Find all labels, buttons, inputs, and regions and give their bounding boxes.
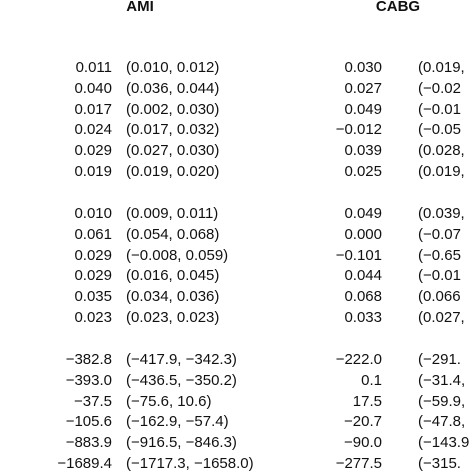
estimate: 0.040 [74,79,112,97]
confidence-interval: (0.002, 0.030) [126,100,220,118]
estimate: 0.010 [74,205,112,222]
confidence-interval: (0.039, [418,205,465,222]
estimate: 0.029 [74,267,112,285]
estimate: 0.029 [74,142,112,160]
confidence-interval: (0.009, 0.011) [126,205,219,222]
estimate: 0.049 [344,205,382,222]
confidence-interval: (0.028, [418,142,465,160]
confidence-interval: (−0.07 [418,225,461,243]
confidence-interval: (0.017, 0.032) [126,121,220,139]
confidence-interval: (0.010, 0.012) [126,59,220,76]
estimate: 0.049 [344,100,382,118]
confidence-interval: (−417.9, −342.3) [126,351,237,368]
confidence-interval: (0.023, 0.023) [126,309,220,326]
estimate: 0.068 [344,288,382,306]
confidence-interval: (−315. [418,455,461,472]
confidence-interval: (−0.01 [418,100,461,118]
confidence-interval: (−291. [418,351,461,368]
confidence-interval: (−31.4, [418,371,466,389]
estimate: 0.035 [74,288,112,306]
estimate: −37.5 [74,392,112,410]
confidence-interval: (0.027, 0.030) [126,142,220,160]
confidence-interval: (−0.008, 0.059) [126,246,229,264]
confidence-interval: (−47.8, [418,413,466,431]
confidence-interval: (−143.9 [418,434,470,452]
estimate: 17.5 [352,392,382,410]
confidence-interval: (−1717.3, −1658.0) [126,455,254,472]
estimate: 0.039 [344,142,382,160]
estimate: 0.024 [74,121,112,139]
confidence-interval: (−916.5, −846.3) [126,434,237,452]
confidence-interval: (0.066 [418,288,461,306]
estimate: 0.1 [361,371,382,389]
confidence-interval: (−75.6, 10.6) [126,392,212,410]
confidence-interval: (−0.65 [418,246,461,264]
estimate: −0.012 [335,121,382,139]
confidence-interval: (0.019, [418,163,465,180]
estimate: −382.8 [65,351,112,368]
confidence-interval: (−0.05 [418,121,461,139]
estimate: 0.025 [344,163,382,180]
estimate: 0.011 [75,59,112,76]
estimate: 0.033 [344,309,382,326]
estimate: −0.101 [335,246,382,264]
confidence-interval: (0.034, 0.036) [126,288,220,306]
estimate: −1689.4 [57,455,112,472]
column-header: CABG [375,0,421,15]
estimate: 0.061 [74,225,112,243]
confidence-interval: (0.027, [418,309,465,326]
estimate: 0.023 [74,309,112,326]
estimate: 0.027 [344,79,382,97]
estimate: −90.0 [344,434,382,452]
confidence-interval: (0.019, 0.020) [126,163,220,180]
estimate: 0.044 [344,267,382,285]
estimate: 0.000 [344,225,382,243]
confidence-interval: (−0.01 [418,267,461,285]
confidence-interval: (−162.9, −57.4) [126,413,229,431]
confidence-interval: (0.016, 0.045) [126,267,220,285]
estimate: −277.5 [335,455,382,472]
confidence-interval: (−436.5, −350.2) [126,371,237,389]
estimate: −20.7 [344,413,382,431]
estimate: 0.019 [74,163,112,180]
estimate: 0.017 [74,100,112,118]
estimate: −222.0 [335,351,382,368]
confidence-interval: (−59.9, [418,392,466,410]
estimate: −105.6 [65,413,112,431]
estimate: −393.0 [65,371,112,389]
estimate: 0.029 [74,246,112,264]
confidence-interval: (0.019, [418,59,465,76]
confidence-interval: (−0.02 [418,79,461,97]
column-header: AMI [126,0,154,15]
confidence-interval: (0.054, 0.068) [126,225,220,243]
estimate: −883.9 [65,434,112,452]
estimate: 0.030 [344,59,382,76]
confidence-interval: (0.036, 0.044) [126,79,220,97]
